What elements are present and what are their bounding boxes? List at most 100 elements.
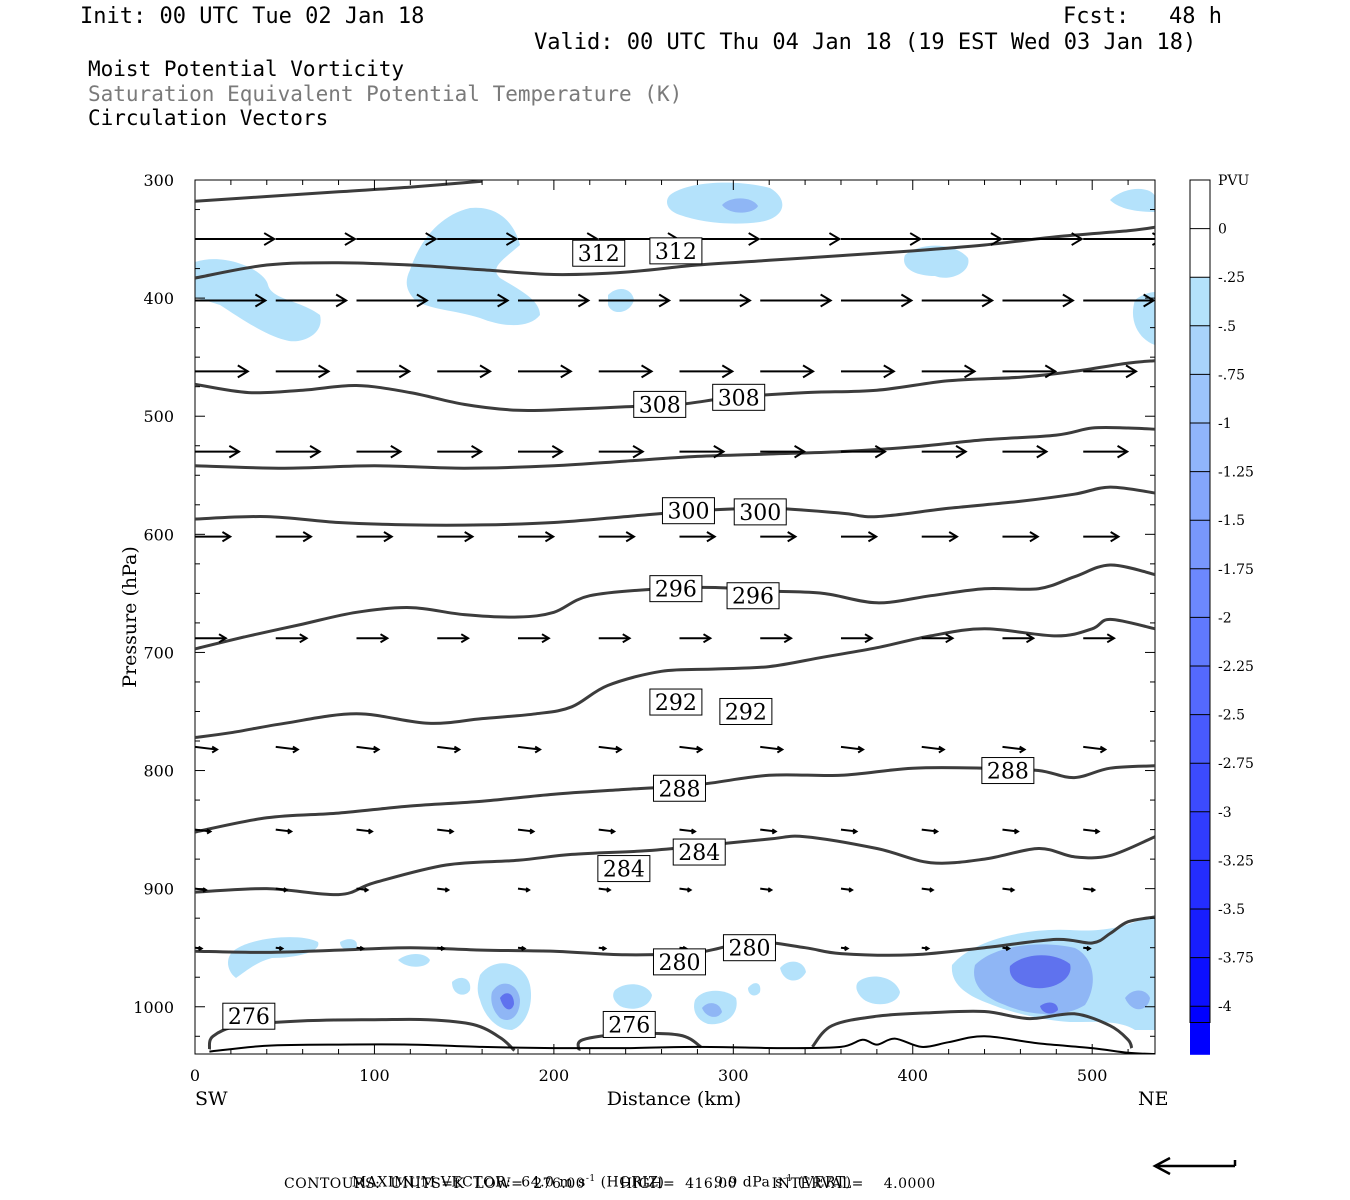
- vector-shaft: [1083, 745, 1106, 751]
- circulation-vector: [598, 293, 672, 308]
- circulation-vector: [275, 444, 322, 459]
- vector-head: [299, 633, 309, 644]
- contour-label-box: [222, 1002, 276, 1030]
- vector-head: [464, 531, 475, 543]
- vector-shaft: [598, 828, 615, 833]
- colorbar-label: -2.25: [1218, 659, 1254, 675]
- field-title-mpv: Moist Potential Vorticity: [88, 57, 405, 81]
- circulation-vector: [437, 364, 492, 379]
- vector-head: [471, 444, 484, 459]
- circulation-vector: [275, 745, 300, 754]
- colorbar-label: -3.75: [1218, 951, 1254, 967]
- contour-label-box: [649, 237, 703, 265]
- vector-head: [848, 887, 854, 893]
- vector-head: [1009, 887, 1016, 893]
- vector-head: [390, 444, 403, 459]
- x-end-left: SW: [195, 1088, 228, 1110]
- circulation-vector: [275, 828, 294, 835]
- vector-head: [794, 444, 807, 459]
- vector-head: [416, 293, 429, 308]
- mpv-shade: [780, 961, 806, 981]
- colorbar-box: [1190, 325, 1210, 375]
- colorbar-box: [1190, 374, 1210, 423]
- circulation-vector: [679, 364, 735, 379]
- vector-head: [924, 945, 931, 952]
- circulation-vector: [1002, 745, 1027, 754]
- circulation-vector: [437, 887, 451, 893]
- contour-label-308: 308: [718, 386, 760, 411]
- colorbar-box: [1190, 714, 1210, 764]
- mpv-shade: [1009, 955, 1071, 989]
- mpv-shade: [904, 245, 969, 278]
- y-tick-label: 400: [143, 289, 174, 308]
- vector-head: [460, 633, 470, 644]
- circulation-vector: [1002, 531, 1040, 543]
- vector-head: [1036, 444, 1049, 459]
- circulation-vector: [356, 364, 412, 379]
- vector-head: [802, 364, 815, 379]
- circulation-vector: [356, 828, 374, 835]
- circulation-vector: [517, 444, 564, 459]
- circulation-vector: [760, 232, 842, 246]
- contour-label-box: [733, 498, 787, 526]
- colorbar-box: [1190, 617, 1210, 666]
- colorbar-box: [1190, 763, 1210, 812]
- vector-head: [221, 531, 233, 543]
- circulation-vector: [356, 945, 366, 952]
- circulation-vector: [1083, 887, 1097, 893]
- colorbar-title: PVU: [1218, 173, 1250, 189]
- vector-shaft: [437, 828, 453, 833]
- contour-label-284: 284: [603, 858, 645, 883]
- circulation-vector: [1002, 444, 1049, 459]
- contour-label-box: [719, 697, 773, 725]
- circulation-vector: [356, 745, 381, 754]
- colorbar-box: [1190, 180, 1210, 229]
- vector-head: [1110, 531, 1121, 543]
- contour-label-312: 312: [655, 240, 697, 265]
- vector-head: [367, 828, 374, 835]
- vector-head: [1029, 531, 1040, 543]
- vector-head: [857, 745, 865, 754]
- colorbar-box: [1190, 423, 1210, 472]
- circulation-vector: [921, 887, 935, 893]
- contour-292: [195, 617, 1155, 739]
- x-end-right: NE: [1138, 1088, 1169, 1110]
- vector-head: [706, 531, 717, 543]
- circulation-vector: [679, 887, 693, 893]
- max-vector-line: MAXIMUM VECTOR: 64.0 m s-1 (HORIZ) 9.9 d…: [342, 1158, 852, 1191]
- contour-288: [195, 764, 1155, 834]
- vector-shaft: [921, 745, 944, 751]
- max-vector-label: MAXIMUM VECTOR:: [351, 1174, 512, 1191]
- vector-head: [981, 293, 995, 308]
- contour-label-312: 312: [578, 242, 620, 267]
- colorbar-label: -1.75: [1218, 562, 1254, 578]
- contour-label-box: [981, 757, 1035, 785]
- contours-info: CONTOURS: UNITS=K LOW= 276.00 HIGH= 416.…: [284, 1176, 936, 1192]
- circulation-vector: [517, 364, 573, 379]
- vector-shaft: [437, 745, 460, 751]
- vector-head: [1019, 745, 1027, 754]
- vector-head: [479, 364, 492, 379]
- vector-head: [945, 633, 955, 644]
- circulation-vector: [1083, 633, 1116, 644]
- x-axis: 0 100 200 300 400 500: [190, 180, 1129, 1085]
- circulation-vector: [1083, 444, 1130, 459]
- vector-head: [713, 444, 726, 459]
- contour-label-280: 280: [658, 951, 700, 976]
- vector-head: [844, 945, 850, 952]
- vector-head: [453, 745, 462, 754]
- circulation-vector: [679, 745, 704, 754]
- vector-head: [278, 945, 285, 952]
- vector-shaft: [679, 745, 702, 751]
- vector-head: [771, 828, 778, 835]
- contour-layer: [195, 180, 1155, 1052]
- circulation-vector: [1002, 945, 1012, 952]
- y-tick-label: 800: [143, 762, 174, 781]
- circulation-vector: [437, 633, 470, 644]
- vector-head: [211, 745, 219, 754]
- contour-label-box: [726, 582, 780, 610]
- vector-head: [344, 232, 357, 246]
- colorbar-label: -2: [1218, 610, 1232, 626]
- vector-shaft: [760, 828, 776, 833]
- x-tick-label: 200: [539, 1066, 570, 1085]
